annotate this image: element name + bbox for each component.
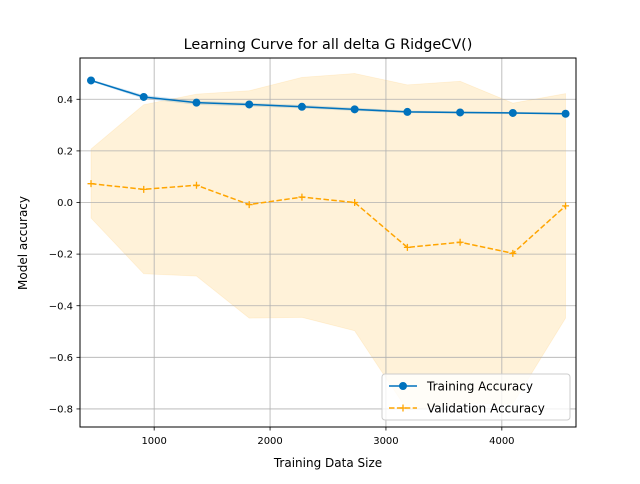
data-point-training [87,76,96,85]
plot-area-frame [79,57,577,428]
y-tick-label: 0.4 [57,95,73,106]
y-axis-label: Model accuracy [16,196,30,290]
legend-label-validation: Validation Accuracy [427,402,545,416]
chart-title: Learning Curve for all delta G RidgeCV() [184,37,473,53]
legend-entry-training: Training Accuracy [389,380,533,394]
x-axis: 1000 2000 3000 4000 [141,427,515,447]
data-point-training [403,107,412,116]
data-point-training [350,105,359,114]
series-line-training [90,79,566,115]
confidence-band-validation [90,73,566,411]
data-point-training [245,100,254,109]
data-point-validation [298,193,306,201]
data-point-training [508,108,517,117]
legend-box [381,373,571,421]
x-tick-label: 2000 [257,436,282,447]
data-point-training [561,109,570,118]
data-point-validation [562,202,570,210]
data-point-validation [403,243,411,251]
x-tick-label: 3000 [373,436,398,447]
data-point-training [139,92,148,101]
legend-label-training: Training Accuracy [426,380,533,394]
x-axis-label: Training Data Size [273,456,382,470]
data-point-validation [509,249,517,257]
y-tick-label: 0.2 [57,146,73,157]
series-line-validation [90,182,567,255]
legend-marker-validation [399,404,407,412]
y-tick-label: −0.8 [49,405,73,416]
series-lines [87,76,570,257]
data-point-validation [140,185,148,193]
y-tick-label: −0.4 [49,301,73,312]
x-tick-label: 4000 [489,436,514,447]
confidence-bands [90,73,566,411]
data-point-validation [192,181,200,189]
data-point-validation [245,201,253,209]
y-tick-label: −0.6 [49,353,73,364]
data-point-validation [351,199,359,207]
data-point-training [456,108,465,117]
x-tick-label: 1000 [141,436,166,447]
data-point-validation [456,238,464,246]
legend: Training Accuracy Validation Accuracy [381,373,571,421]
y-tick-label: 0.0 [57,198,73,209]
data-point-training [192,98,201,107]
data-point-training [297,102,306,111]
data-point-validation [87,180,95,188]
y-axis: −0.8 −0.6 −0.4 −0.2 0.0 0.2 0.4 [49,95,80,416]
y-tick-label: −0.2 [49,250,73,261]
legend-marker-training [399,382,407,390]
legend-entry-validation: Validation Accuracy [389,402,545,416]
